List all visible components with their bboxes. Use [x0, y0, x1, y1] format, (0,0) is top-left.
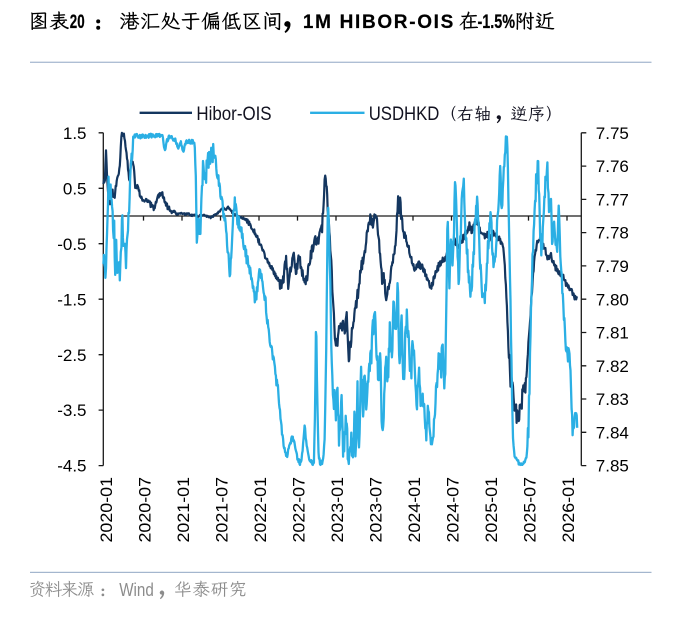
svg-text:-0.5: -0.5: [57, 235, 86, 254]
svg-text:Wind: Wind: [119, 580, 154, 600]
svg-text:7.79: 7.79: [596, 257, 629, 276]
svg-text:2024-07: 2024-07: [443, 477, 462, 543]
svg-text:2022-01: 2022-01: [251, 477, 270, 543]
svg-text:2026-01: 2026-01: [559, 477, 578, 543]
svg-text:1.5: 1.5: [63, 124, 87, 143]
svg-text:2021-07: 2021-07: [212, 477, 231, 543]
svg-text:7.82: 7.82: [596, 357, 629, 376]
svg-text:7.84: 7.84: [596, 423, 629, 442]
svg-text:2025-07: 2025-07: [520, 477, 539, 543]
svg-text:2020-01: 2020-01: [97, 477, 116, 543]
svg-text:7.81: 7.81: [596, 324, 629, 343]
svg-text:-3.5: -3.5: [57, 401, 86, 420]
svg-text:7.76: 7.76: [596, 157, 629, 176]
svg-text:7.80: 7.80: [596, 290, 629, 309]
svg-text:2021-01: 2021-01: [174, 477, 193, 543]
svg-text:USDHKD: USDHKD: [369, 104, 440, 125]
svg-text:2020-07: 2020-07: [135, 477, 154, 543]
svg-text:2022-07: 2022-07: [289, 477, 308, 543]
svg-text:Hibor-OIS: Hibor-OIS: [196, 104, 271, 125]
svg-text:2023-01: 2023-01: [328, 477, 347, 543]
svg-text:1M HIBOR-OIS: 1M HIBOR-OIS: [303, 12, 453, 33]
svg-text:-1.5: -1.5: [57, 290, 86, 309]
svg-text:7.85: 7.85: [596, 457, 629, 476]
svg-text:2023-07: 2023-07: [366, 477, 385, 543]
svg-text:-1.5%: -1.5%: [478, 12, 516, 33]
svg-text:7.83: 7.83: [596, 390, 629, 409]
svg-text:7.78: 7.78: [596, 224, 629, 243]
svg-text:2025-01: 2025-01: [482, 477, 501, 543]
svg-text:-4.5: -4.5: [57, 457, 86, 476]
svg-text:-2.5: -2.5: [57, 346, 86, 365]
svg-text:0.5: 0.5: [63, 179, 87, 198]
svg-text:2024-01: 2024-01: [405, 477, 424, 543]
svg-text:7.77: 7.77: [596, 191, 629, 210]
svg-text:7.75: 7.75: [596, 124, 629, 143]
svg-text:20: 20: [70, 12, 85, 33]
